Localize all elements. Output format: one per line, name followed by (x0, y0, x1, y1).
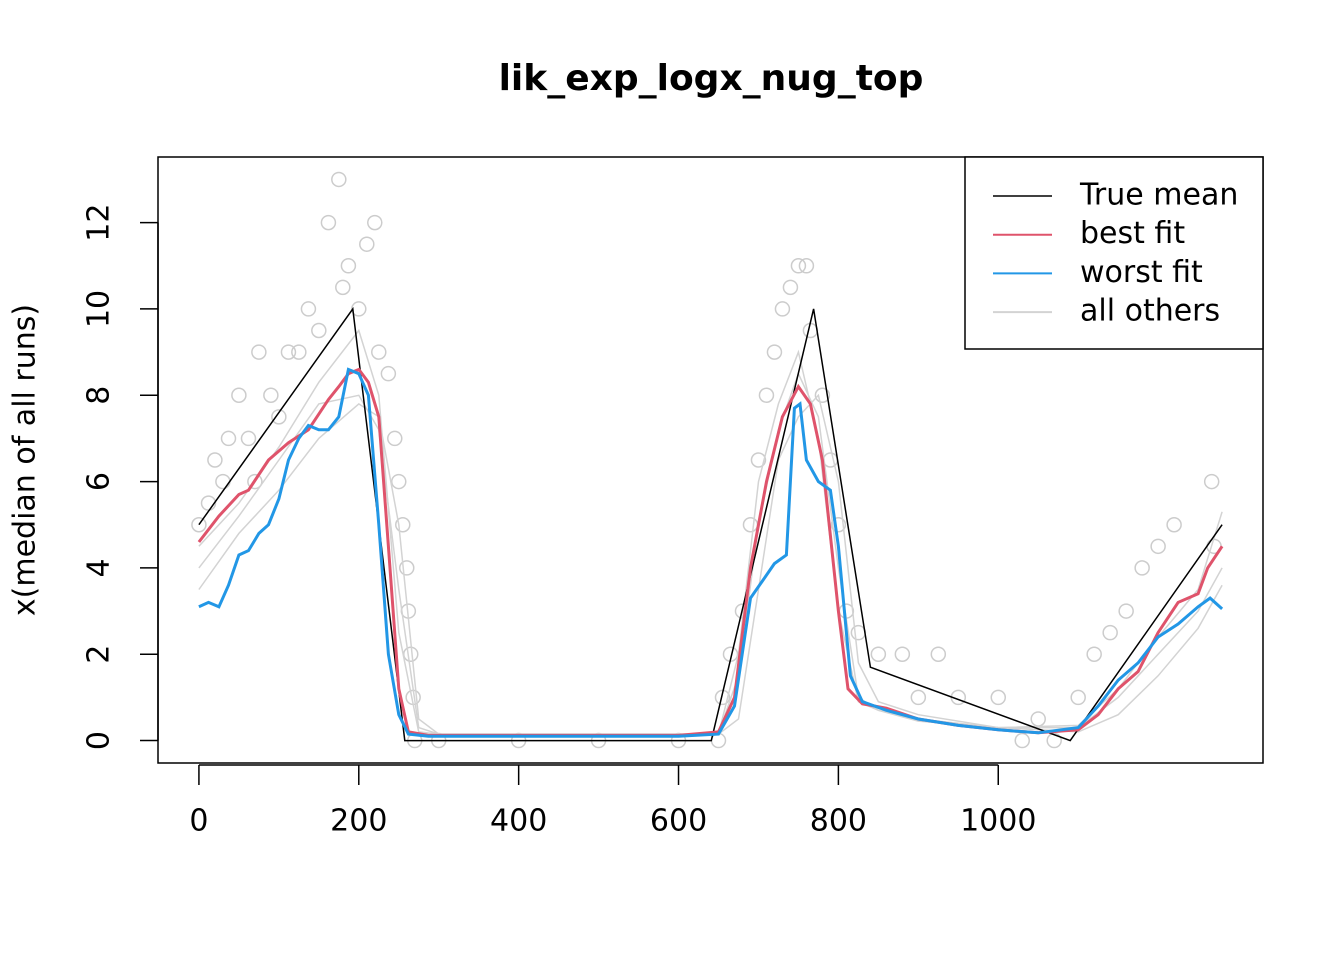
legend-label: best fit (1080, 216, 1185, 251)
chart-title: lik_exp_logx_nug_top (499, 58, 924, 99)
observation (1166, 516, 1182, 533)
y-tick-label: 0 (82, 731, 117, 750)
observation (750, 452, 767, 468)
observation (870, 646, 887, 662)
observation (1203, 473, 1220, 490)
observation (399, 560, 415, 576)
y-tick-label: 12 (82, 204, 117, 242)
observation (240, 430, 257, 447)
observation (1070, 689, 1086, 706)
observation (1134, 560, 1150, 576)
observation (331, 171, 347, 188)
observation (391, 473, 407, 490)
observation (359, 236, 375, 252)
x-tick-label: 0 (189, 804, 208, 839)
legend-label: True mean (1079, 178, 1238, 213)
observation (231, 387, 247, 404)
observation (340, 258, 357, 274)
series-line (198, 367, 1224, 738)
y-tick-label: 4 (82, 558, 117, 577)
x-tick-label: 1000 (960, 804, 1036, 839)
observation (395, 516, 411, 533)
observation (782, 279, 799, 296)
x-tick-label: 400 (490, 804, 547, 839)
observation (371, 344, 387, 360)
observation (1102, 624, 1118, 641)
series-line (197, 367, 1224, 737)
legend-label: worst fit (1080, 255, 1203, 290)
y-tick-label: 6 (82, 472, 117, 491)
observation (830, 516, 847, 533)
observation (251, 344, 267, 360)
observation (291, 344, 307, 360)
observation (247, 473, 263, 490)
legend-label: all others (1080, 294, 1220, 329)
observation (387, 430, 403, 447)
x-tick-label: 200 (330, 804, 387, 839)
observation (220, 430, 237, 447)
observation (367, 214, 383, 231)
observation (1150, 538, 1166, 555)
observation (1014, 732, 1030, 749)
observation (191, 516, 207, 533)
observation (758, 387, 775, 404)
observation (207, 452, 223, 468)
observation (280, 344, 297, 360)
observation (766, 344, 783, 360)
observation (774, 301, 791, 317)
observation (1118, 603, 1134, 619)
observation (814, 387, 831, 404)
observation (790, 258, 807, 274)
y-tick-label: 2 (82, 645, 117, 664)
x-tick-label: 800 (810, 804, 867, 839)
observation (990, 689, 1007, 706)
observation (271, 409, 287, 425)
observation (320, 214, 337, 231)
y-tick-label: 10 (82, 290, 117, 328)
observation (300, 301, 317, 317)
observation (894, 646, 911, 662)
observation (335, 279, 351, 296)
x-tick-label: 600 (650, 804, 707, 839)
plot-area (191, 171, 1224, 749)
observation (910, 689, 927, 706)
observation (1086, 646, 1102, 662)
observation (311, 322, 327, 339)
observation (351, 301, 367, 317)
observation (930, 646, 947, 662)
observation (263, 387, 279, 404)
observation (380, 365, 397, 382)
legend-box (964, 156, 1264, 350)
observation (1046, 732, 1062, 749)
y-axis-label: x(median of all runs) (8, 304, 43, 616)
y-tick-label: 8 (82, 386, 117, 405)
observation (798, 258, 815, 274)
